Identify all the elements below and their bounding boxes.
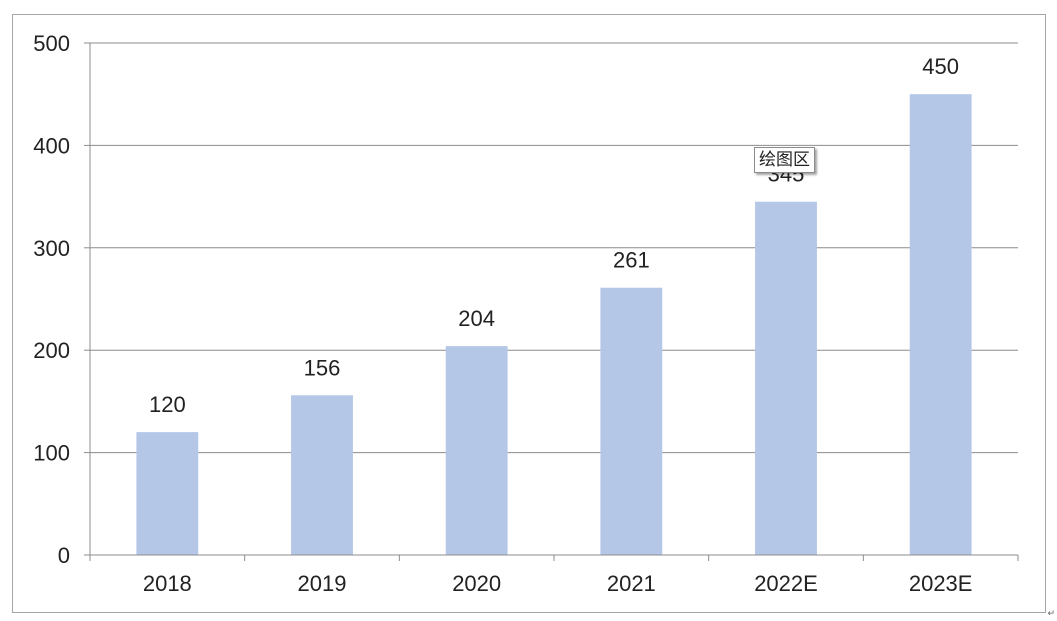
- x-tick-label: 2019: [298, 571, 347, 596]
- plot-area-tooltip: 绘图区: [754, 147, 815, 173]
- x-tick-label: 2021: [607, 571, 656, 596]
- bar-2020: [445, 346, 508, 555]
- bar-2023E: [909, 94, 972, 555]
- bar-2021: [600, 287, 663, 555]
- y-tick-label: 200: [33, 338, 70, 363]
- labels: 0 100 200 300 400 500 120 2018 156 2019 204 2020 261…: [33, 31, 972, 596]
- bars: [136, 94, 972, 555]
- paragraph-mark-icon: ↵: [1047, 609, 1055, 619]
- bar-2022E: [755, 201, 817, 555]
- bar-2018: [136, 432, 199, 555]
- y-tick-label: 500: [33, 31, 70, 56]
- y-tick-label: 0: [58, 543, 70, 568]
- data-label: 450: [922, 54, 959, 79]
- x-tick-label: 2020: [452, 571, 501, 596]
- x-tick-label: 2022E: [754, 571, 818, 596]
- data-label: 204: [458, 306, 495, 331]
- y-tick-label: 400: [33, 133, 70, 158]
- x-tick-label: 2023E: [909, 571, 973, 596]
- gridlines: [90, 42, 1018, 454]
- y-tick-label: 300: [33, 236, 70, 261]
- bar-2019: [291, 395, 353, 555]
- y-tick-label: 100: [33, 441, 70, 466]
- data-label: 261: [613, 248, 650, 273]
- axes: [84, 42, 1019, 561]
- data-label: 156: [304, 355, 341, 380]
- x-tick-label: 2018: [143, 571, 192, 596]
- data-label: 120: [149, 392, 186, 417]
